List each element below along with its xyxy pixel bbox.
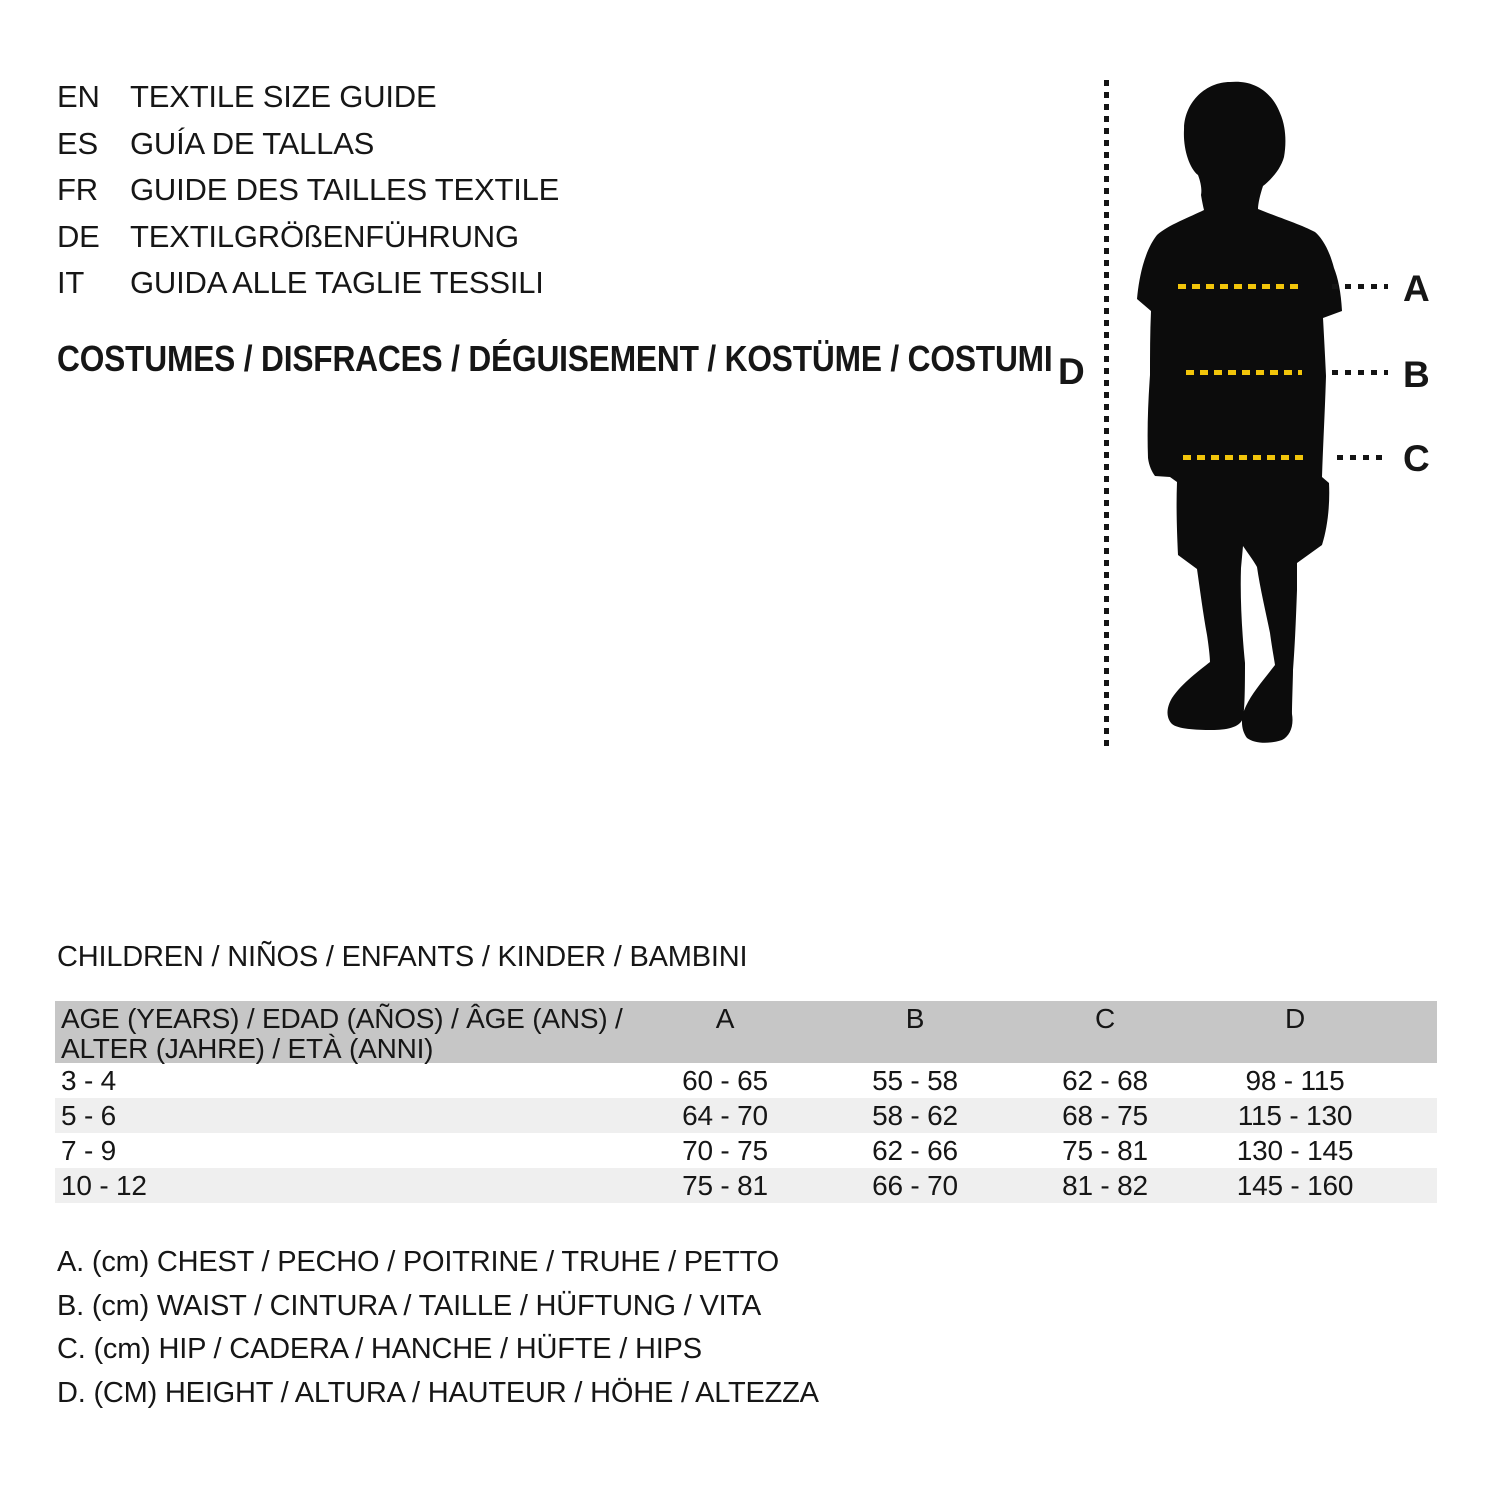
size-table: AGE (YEARS) / EDAD (AÑOS) / ÂGE (ANS) / … (55, 1001, 1437, 1203)
chest-connector-line (1332, 284, 1388, 289)
waist-cell: 62 - 66 (872, 1135, 958, 1166)
waist-cell: 58 - 62 (872, 1100, 958, 1131)
chest-cell: 60 - 65 (682, 1065, 768, 1096)
child-silhouette-icon (1137, 81, 1342, 743)
hip-measure-line (1183, 455, 1309, 460)
age-cell: 3 - 4 (61, 1065, 117, 1096)
language-code: IT (57, 265, 85, 301)
column-header-d: D (1284, 1003, 1306, 1034)
chest-cell: 70 - 75 (682, 1135, 768, 1166)
category-title: COSTUMES / DISFRACES / DÉGUISEMENT / KOS… (57, 338, 1188, 380)
hip-cell: 75 - 81 (1062, 1135, 1148, 1166)
waist-cell: 55 - 58 (872, 1065, 958, 1096)
height-cell: 98 - 115 (1245, 1065, 1345, 1096)
language-code: ES (57, 125, 98, 161)
label-chest-a: A (1403, 268, 1430, 309)
height-cell: 130 - 145 (1236, 1135, 1354, 1166)
language-title: GUÍA DE TALLAS (130, 125, 375, 161)
waist-connector-line (1332, 370, 1388, 375)
measurement-legend: A. (cm) CHEST / PECHO / POITRINE / TRUHE… (57, 1241, 819, 1415)
language-title: GUIDE DES TAILLES TEXTILE (130, 172, 560, 208)
language-code: DE (57, 218, 100, 254)
label-waist-b: B (1403, 354, 1430, 395)
language-row-it: IT GUIDA ALLE TAGLIE TESSILI (57, 260, 559, 307)
column-header-a: A (715, 1003, 735, 1034)
height-cell: 115 - 130 (1237, 1100, 1353, 1131)
measurement-figure: A B C D (1058, 80, 1430, 748)
language-title: GUIDA ALLE TAGLIE TESSILI (130, 265, 544, 301)
legend-item-height: D. (CM) HEIGHT / ALTURA / HAUTEUR / HÖHE… (57, 1376, 819, 1409)
waist-measure-line (1186, 370, 1302, 375)
hip-connector-line (1337, 455, 1388, 460)
height-cell: 145 - 160 (1236, 1170, 1354, 1201)
height-dashed-line (1104, 80, 1109, 748)
language-title-list: EN TEXTILE SIZE GUIDE ES GUÍA DE TALLAS … (57, 74, 559, 307)
age-header-line1: AGE (YEARS) / EDAD (AÑOS) / ÂGE (ANS) / (61, 1003, 623, 1034)
label-height-d: D (1058, 351, 1085, 392)
age-header-cell: AGE (YEARS) / EDAD (AÑOS) / ÂGE (ANS) / … (55, 1001, 630, 1064)
language-code: FR (57, 172, 98, 208)
column-header-c: C (1094, 1003, 1116, 1034)
language-row-fr: FR GUIDE DES TAILLES TEXTILE (57, 167, 559, 214)
chest-cell: 64 - 70 (682, 1100, 768, 1131)
table-header-row: AGE (YEARS) / EDAD (AÑOS) / ÂGE (ANS) / … (55, 1001, 1437, 1064)
age-cell: 10 - 12 (61, 1170, 147, 1201)
waist-cell: 66 - 70 (872, 1170, 958, 1201)
legend-item-chest: A. (cm) CHEST / PECHO / POITRINE / TRUHE… (57, 1246, 779, 1278)
legend-item-waist: B. (cm) WAIST / CINTURA / TAILLE / HÜFTU… (57, 1289, 761, 1322)
table-row: 10 - 12 75 - 81 66 - 70 81 - 82 145 - 16… (55, 1168, 1437, 1203)
language-row-en: EN TEXTILE SIZE GUIDE (57, 74, 559, 121)
age-header-line2: ALTER (JAHRE) / ETÀ (ANNI) (61, 1033, 434, 1064)
hip-cell: 62 - 68 (1062, 1065, 1148, 1096)
hip-cell: 68 - 75 (1062, 1100, 1148, 1131)
age-cell: 7 - 9 (61, 1135, 117, 1166)
language-title: TEXTILGRÖßENFÜHRUNG (130, 218, 519, 254)
chest-measure-line (1178, 284, 1304, 289)
table-row: 3 - 4 60 - 65 55 - 58 62 - 68 98 - 115 (55, 1063, 1437, 1098)
category-title-text: COSTUMES / DISFRACES / DÉGUISEMENT / KOS… (57, 338, 1053, 379)
age-cell: 5 - 6 (61, 1100, 117, 1131)
chest-cell: 75 - 81 (682, 1170, 768, 1201)
language-row-de: DE TEXTILGRÖßENFÜHRUNG (57, 214, 559, 261)
legend-item-hip: C. (cm) HIP / CADERA / HANCHE / HÜFTE / … (57, 1333, 702, 1365)
hip-cell: 81 - 82 (1062, 1170, 1148, 1201)
section-title-children: CHILDREN / NIÑOS / ENFANTS / KINDER / BA… (57, 941, 748, 973)
language-title: TEXTILE SIZE GUIDE (130, 79, 437, 115)
label-hip-c: C (1403, 438, 1430, 479)
language-row-es: ES GUÍA DE TALLAS (57, 121, 559, 168)
table-row: 7 - 9 70 - 75 62 - 66 75 - 81 130 - 145 (55, 1133, 1437, 1168)
table-row: 5 - 6 64 - 70 58 - 62 68 - 75 115 - 130 (55, 1098, 1437, 1133)
language-code: EN (57, 79, 100, 115)
column-header-b: B (905, 1003, 925, 1034)
